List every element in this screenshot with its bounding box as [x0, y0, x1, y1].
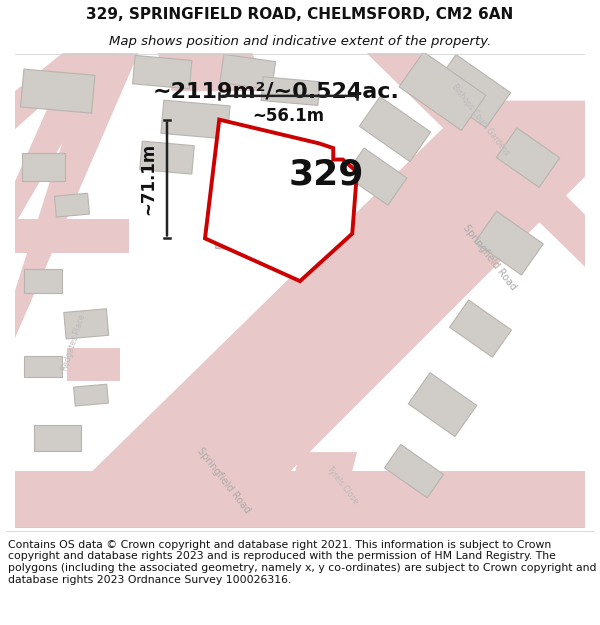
Text: Springfield Road: Springfield Road [461, 222, 518, 292]
Polygon shape [161, 100, 230, 139]
Text: Bishops Court Gardens: Bishops Court Gardens [450, 82, 511, 157]
Polygon shape [157, 53, 267, 91]
Polygon shape [431, 54, 511, 128]
Polygon shape [34, 424, 82, 451]
Polygon shape [74, 384, 109, 406]
Text: ~56.1m: ~56.1m [252, 107, 324, 125]
Polygon shape [15, 53, 115, 224]
Polygon shape [220, 54, 275, 90]
Polygon shape [359, 97, 431, 162]
Text: ~71.1m: ~71.1m [139, 143, 157, 215]
Polygon shape [399, 52, 486, 131]
Polygon shape [140, 141, 194, 174]
Polygon shape [133, 56, 192, 89]
Text: 329: 329 [288, 158, 364, 191]
Polygon shape [25, 356, 62, 377]
Polygon shape [385, 444, 443, 498]
Polygon shape [235, 136, 290, 179]
Text: Springfield Road: Springfield Road [196, 446, 253, 515]
Polygon shape [15, 471, 585, 528]
Text: Map shows position and indicative extent of the property.: Map shows position and indicative extent… [109, 35, 491, 48]
Polygon shape [475, 211, 543, 275]
Polygon shape [20, 69, 95, 113]
Polygon shape [367, 53, 585, 267]
Polygon shape [281, 452, 357, 528]
Text: Contains OS data © Crown copyright and database right 2021. This information is : Contains OS data © Crown copyright and d… [8, 540, 596, 584]
Polygon shape [215, 215, 261, 252]
Text: 329, SPRINGFIELD ROAD, CHELMSFORD, CM2 6AN: 329, SPRINGFIELD ROAD, CHELMSFORD, CM2 6… [86, 8, 514, 22]
Polygon shape [15, 53, 139, 338]
Polygon shape [67, 348, 119, 381]
Polygon shape [261, 77, 320, 106]
Polygon shape [408, 372, 477, 436]
Polygon shape [15, 53, 100, 129]
Polygon shape [449, 300, 511, 358]
Polygon shape [15, 219, 129, 253]
Text: ~2119m²/~0.524ac.: ~2119m²/~0.524ac. [153, 81, 400, 101]
Polygon shape [496, 128, 560, 188]
Polygon shape [34, 101, 585, 528]
Polygon shape [64, 309, 109, 339]
Text: Tyrels Close: Tyrels Close [325, 465, 360, 506]
Polygon shape [22, 153, 65, 181]
Polygon shape [345, 148, 407, 205]
Text: Redgates Place: Redgates Place [61, 314, 87, 372]
Polygon shape [205, 119, 357, 281]
Polygon shape [55, 193, 89, 217]
Polygon shape [25, 269, 62, 293]
